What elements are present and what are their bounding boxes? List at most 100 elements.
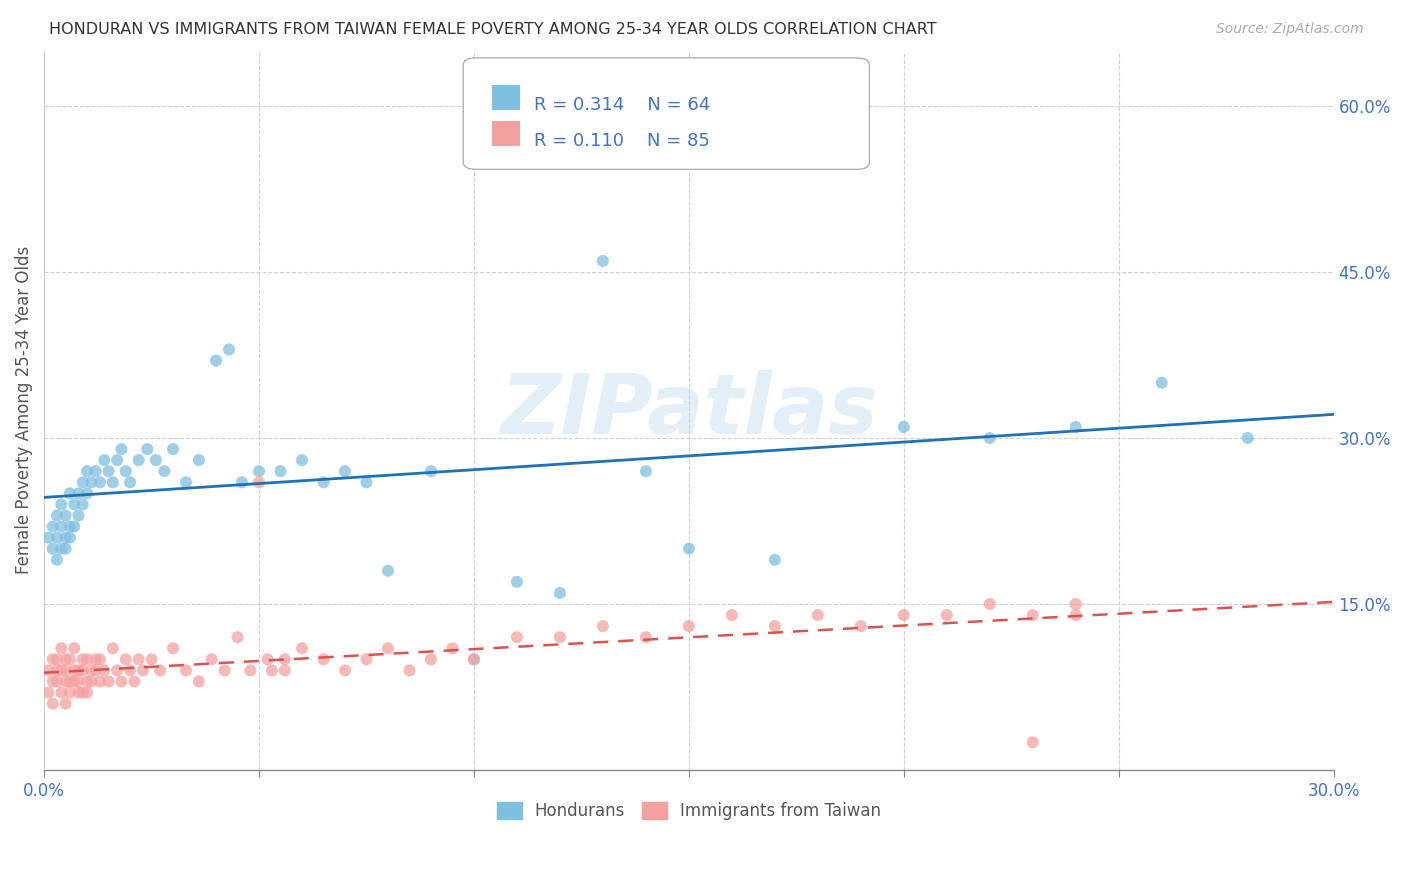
Point (333, 664, 356, 678)
Point (84, 664, 107, 678)
Point (63, 641, 86, 656)
Point (67, 508, 90, 523)
Point (105, 664, 128, 678)
Point (63, 674, 86, 689)
Point (46, 664, 69, 678)
Point (1150, 376, 1173, 390)
Point (239, 664, 262, 678)
Point (145, 453, 167, 467)
Point (55, 697, 77, 711)
Point (80, 664, 103, 678)
Point (37, 531, 59, 545)
Point (356, 652, 378, 666)
Point (55, 531, 77, 545)
Point (41, 519, 63, 533)
Point (226, 630, 249, 644)
Point (935, 608, 957, 623)
Point (201, 652, 224, 666)
Point (59, 486, 82, 500)
Point (187, 453, 209, 467)
Point (247, 475, 270, 490)
Point (274, 664, 297, 678)
Point (84, 464, 107, 478)
Point (291, 453, 314, 467)
Point (51, 664, 73, 678)
Point (51, 641, 73, 656)
Point (59, 674, 82, 689)
Point (128, 453, 150, 467)
Point (1236, 431, 1258, 445)
Point (55, 652, 77, 666)
Point (979, 597, 1001, 611)
Point (55, 508, 77, 523)
Point (76, 652, 98, 666)
Point (41, 541, 63, 556)
Point (162, 641, 184, 656)
Point (174, 664, 197, 678)
Point (218, 343, 240, 357)
Bar (492, 86, 520, 111)
Point (101, 641, 124, 656)
Point (205, 353, 228, 368)
Point (174, 475, 197, 490)
Point (506, 630, 529, 644)
Legend: Hondurans, Immigrants from Taiwan: Hondurans, Immigrants from Taiwan (489, 795, 889, 826)
Point (59, 531, 82, 545)
Point (377, 564, 399, 578)
Text: ZIPatlas: ZIPatlas (501, 370, 877, 450)
Point (634, 630, 657, 644)
Point (63, 497, 86, 511)
Point (110, 442, 132, 456)
Point (89, 475, 111, 490)
Point (592, 254, 614, 268)
Point (506, 574, 529, 589)
Point (76, 486, 98, 500)
Point (398, 664, 420, 678)
Point (63, 664, 86, 678)
Point (72, 497, 94, 511)
Point (41, 652, 63, 666)
Point (120, 475, 142, 490)
Y-axis label: Female Poverty Among 25-34 Year Olds: Female Poverty Among 25-34 Year Olds (15, 246, 32, 574)
FancyBboxPatch shape (463, 58, 869, 169)
Point (93, 664, 115, 678)
Point (356, 475, 378, 490)
Point (59, 519, 82, 533)
Point (634, 464, 657, 478)
Point (67, 674, 90, 689)
Point (312, 652, 335, 666)
Point (149, 664, 172, 678)
Point (256, 652, 278, 666)
Point (72, 664, 94, 678)
Point (132, 664, 155, 678)
Point (55, 541, 77, 556)
Point (377, 641, 399, 656)
Point (67, 664, 90, 678)
Point (312, 475, 335, 490)
Point (441, 641, 464, 656)
Point (97, 464, 120, 478)
Point (46, 674, 69, 689)
Point (46, 553, 69, 567)
Point (46, 508, 69, 523)
Point (162, 442, 184, 456)
Point (463, 132, 485, 146)
Point (114, 464, 136, 478)
Point (59, 685, 82, 699)
Point (260, 664, 283, 678)
Text: HONDURAN VS IMMIGRANTS FROM TAIWAN FEMALE POVERTY AMONG 25-34 YEAR OLDS CORRELAT: HONDURAN VS IMMIGRANTS FROM TAIWAN FEMAL… (49, 22, 936, 37)
Text: R = 0.110    N = 85: R = 0.110 N = 85 (534, 132, 710, 150)
Point (1022, 608, 1045, 623)
Point (247, 464, 270, 478)
Point (37, 685, 59, 699)
Point (63, 519, 86, 533)
Point (270, 464, 292, 478)
Point (41, 697, 63, 711)
Point (89, 674, 111, 689)
Text: R = 0.314    N = 64: R = 0.314 N = 64 (534, 95, 710, 113)
Point (101, 475, 124, 490)
Point (110, 674, 132, 689)
Point (105, 453, 128, 467)
Point (463, 652, 485, 666)
Text: Source: ZipAtlas.com: Source: ZipAtlas.com (1216, 22, 1364, 37)
